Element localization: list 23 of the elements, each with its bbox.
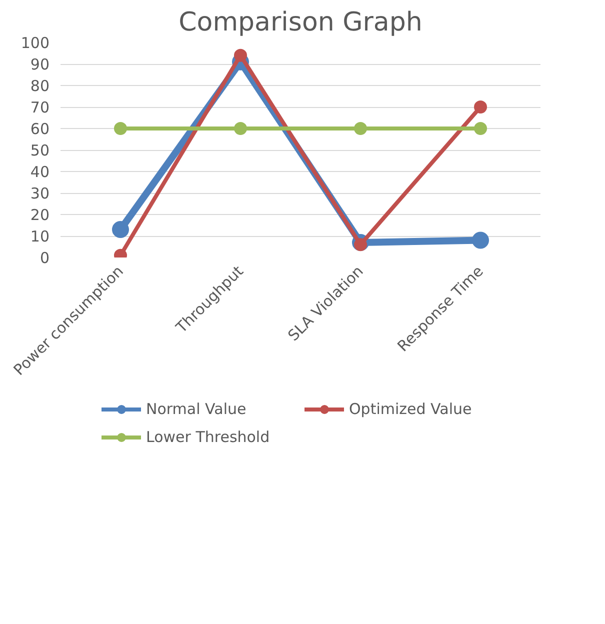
y-tick-label: 40 <box>30 163 50 181</box>
y-tick-label: 100 <box>20 34 50 52</box>
point <box>474 122 487 135</box>
point <box>112 221 129 238</box>
point <box>234 122 247 135</box>
legend-label: Normal Value <box>146 400 248 418</box>
legend-label: Optimized Value <box>349 400 473 418</box>
y-tick-label: 50 <box>30 142 50 160</box>
point <box>114 122 127 135</box>
point <box>354 122 367 135</box>
y-tick-label: 60 <box>30 120 50 138</box>
y-tick-label: 30 <box>30 184 50 202</box>
y-tick-label: 0 <box>40 249 50 267</box>
y-tick-label: 80 <box>30 77 50 95</box>
point <box>234 48 247 62</box>
y-tick-label: 10 <box>30 228 50 246</box>
y-tick-label: 20 <box>30 206 50 224</box>
point <box>474 100 487 114</box>
y-tick-label: 90 <box>30 56 50 74</box>
chart-title: Comparison Graph <box>178 8 422 38</box>
y-tick-label: 70 <box>30 98 50 116</box>
point <box>472 232 489 249</box>
legend-label: Lower Threshold <box>146 428 271 446</box>
